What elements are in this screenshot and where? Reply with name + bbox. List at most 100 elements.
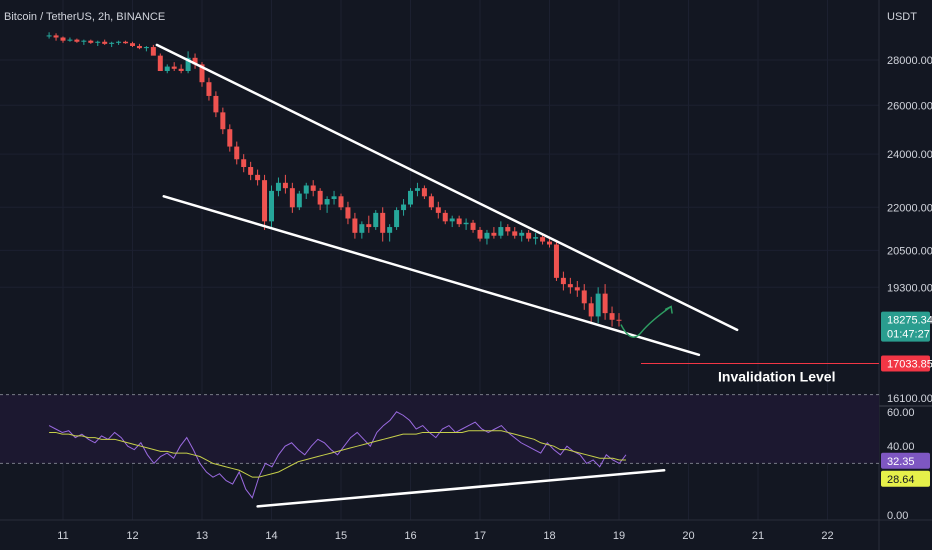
price-tick-label: 16100.00 bbox=[887, 393, 932, 405]
rsi-tick-label: 60.00 bbox=[887, 407, 915, 419]
candle-body bbox=[296, 193, 302, 208]
candle-body bbox=[338, 196, 344, 208]
candle-body bbox=[540, 237, 546, 242]
candle-body bbox=[81, 40, 87, 42]
candle-body bbox=[282, 182, 288, 189]
candle-body bbox=[421, 188, 427, 197]
trendline-lower bbox=[162, 195, 701, 357]
candle-body bbox=[352, 218, 358, 233]
projection-arrow bbox=[620, 305, 672, 338]
x-ticks: 11 12 13 14 15 16 17 18 19 20 21 22 bbox=[57, 530, 833, 542]
invalidation-price-value: 17033.85 bbox=[887, 359, 932, 371]
price-tick-label: 24000.00 bbox=[887, 149, 932, 161]
candle-body bbox=[560, 277, 566, 285]
rsi-tick-label: 40.00 bbox=[887, 441, 915, 453]
candle-body bbox=[192, 57, 198, 65]
rsi-band bbox=[0, 394, 879, 464]
candle-body bbox=[234, 146, 240, 160]
time-tick-label: 18 bbox=[543, 530, 555, 542]
candle-body bbox=[456, 218, 462, 225]
price-tick-label: 26000.00 bbox=[887, 100, 932, 112]
rsi-line bbox=[48, 411, 627, 499]
candle-body bbox=[255, 174, 261, 181]
candle-body bbox=[519, 232, 525, 236]
candle-body bbox=[310, 185, 316, 191]
grid bbox=[0, 0, 879, 520]
candle-body bbox=[435, 207, 441, 213]
candle-body bbox=[505, 227, 511, 232]
candle-body bbox=[150, 47, 156, 56]
invalidation-label: Invalidation Level bbox=[718, 369, 835, 385]
candle-body bbox=[269, 190, 274, 222]
candle-body bbox=[401, 204, 407, 211]
current-price-tag-bg bbox=[881, 311, 930, 342]
candle-body bbox=[199, 64, 205, 83]
candle-body bbox=[616, 319, 622, 321]
time-tick-label: 13 bbox=[196, 530, 208, 542]
candle-body bbox=[262, 180, 268, 222]
time-tick-label: 20 bbox=[682, 530, 694, 542]
candle-body bbox=[394, 210, 400, 228]
candle-body bbox=[116, 41, 122, 43]
candle-body bbox=[143, 47, 149, 49]
time-tick-label: 15 bbox=[335, 530, 347, 542]
candle-body bbox=[526, 232, 532, 239]
rsi-value-tag: 32.35 bbox=[881, 452, 930, 469]
candle-body bbox=[588, 303, 594, 317]
candle-body bbox=[595, 293, 601, 317]
time-tick-label: 11 bbox=[57, 530, 68, 542]
candle-body bbox=[602, 293, 608, 314]
candle-body bbox=[567, 284, 573, 288]
time-tick-label: 21 bbox=[752, 530, 764, 542]
rsi-lines bbox=[48, 411, 666, 508]
rsi-value: 32.35 bbox=[887, 456, 915, 468]
candle-body bbox=[53, 35, 59, 38]
chart-title: Bitcoin / TetherUS, 2h, BINANCE bbox=[4, 11, 165, 23]
rsi-ma-tag-bg bbox=[881, 470, 930, 487]
candle-body bbox=[102, 41, 108, 44]
rsi-tick-label: 0.00 bbox=[887, 510, 908, 522]
candle-body bbox=[136, 45, 142, 49]
candle-body bbox=[123, 41, 129, 44]
candle-body bbox=[491, 232, 497, 236]
candle-body bbox=[171, 66, 177, 69]
candle-body bbox=[408, 190, 413, 205]
candle-body bbox=[109, 42, 115, 44]
time-tick-label: 16 bbox=[404, 530, 416, 542]
candle-body bbox=[498, 227, 504, 236]
candle-body bbox=[95, 41, 101, 43]
projection-arrowhead bbox=[664, 305, 673, 314]
candle-body bbox=[60, 37, 66, 41]
candle-body bbox=[581, 290, 587, 304]
candle-body bbox=[449, 218, 455, 222]
candle-body bbox=[512, 231, 518, 236]
candle-body bbox=[241, 159, 247, 168]
time-tick-label: 14 bbox=[265, 530, 277, 542]
trendlines bbox=[155, 43, 739, 357]
candle-body bbox=[387, 227, 393, 233]
rsi-band-fill bbox=[0, 394, 879, 464]
rsi-tag-bg bbox=[881, 452, 930, 469]
candle-body bbox=[484, 232, 490, 239]
candles bbox=[46, 32, 622, 327]
rsi-divergence-line bbox=[256, 469, 666, 508]
candle-body bbox=[373, 212, 379, 228]
rsi-ma-line bbox=[49, 430, 626, 478]
candle-body bbox=[547, 241, 552, 245]
time-tick-label: 19 bbox=[613, 530, 625, 542]
candle-body bbox=[442, 212, 448, 222]
candle-body bbox=[414, 188, 420, 191]
candle-body bbox=[185, 57, 191, 72]
candle-body bbox=[324, 199, 330, 205]
trendline-upper bbox=[155, 43, 739, 332]
candle-body bbox=[248, 167, 254, 175]
rsi-ticks: 60.00 40.00 0.00 bbox=[887, 407, 915, 522]
candle-body bbox=[289, 188, 295, 208]
candle-body bbox=[178, 68, 184, 72]
candle-body bbox=[380, 212, 386, 233]
candle-body bbox=[275, 182, 281, 191]
candle-body bbox=[164, 66, 170, 72]
time-tick-label: 22 bbox=[821, 530, 833, 542]
candle-body bbox=[227, 129, 233, 147]
